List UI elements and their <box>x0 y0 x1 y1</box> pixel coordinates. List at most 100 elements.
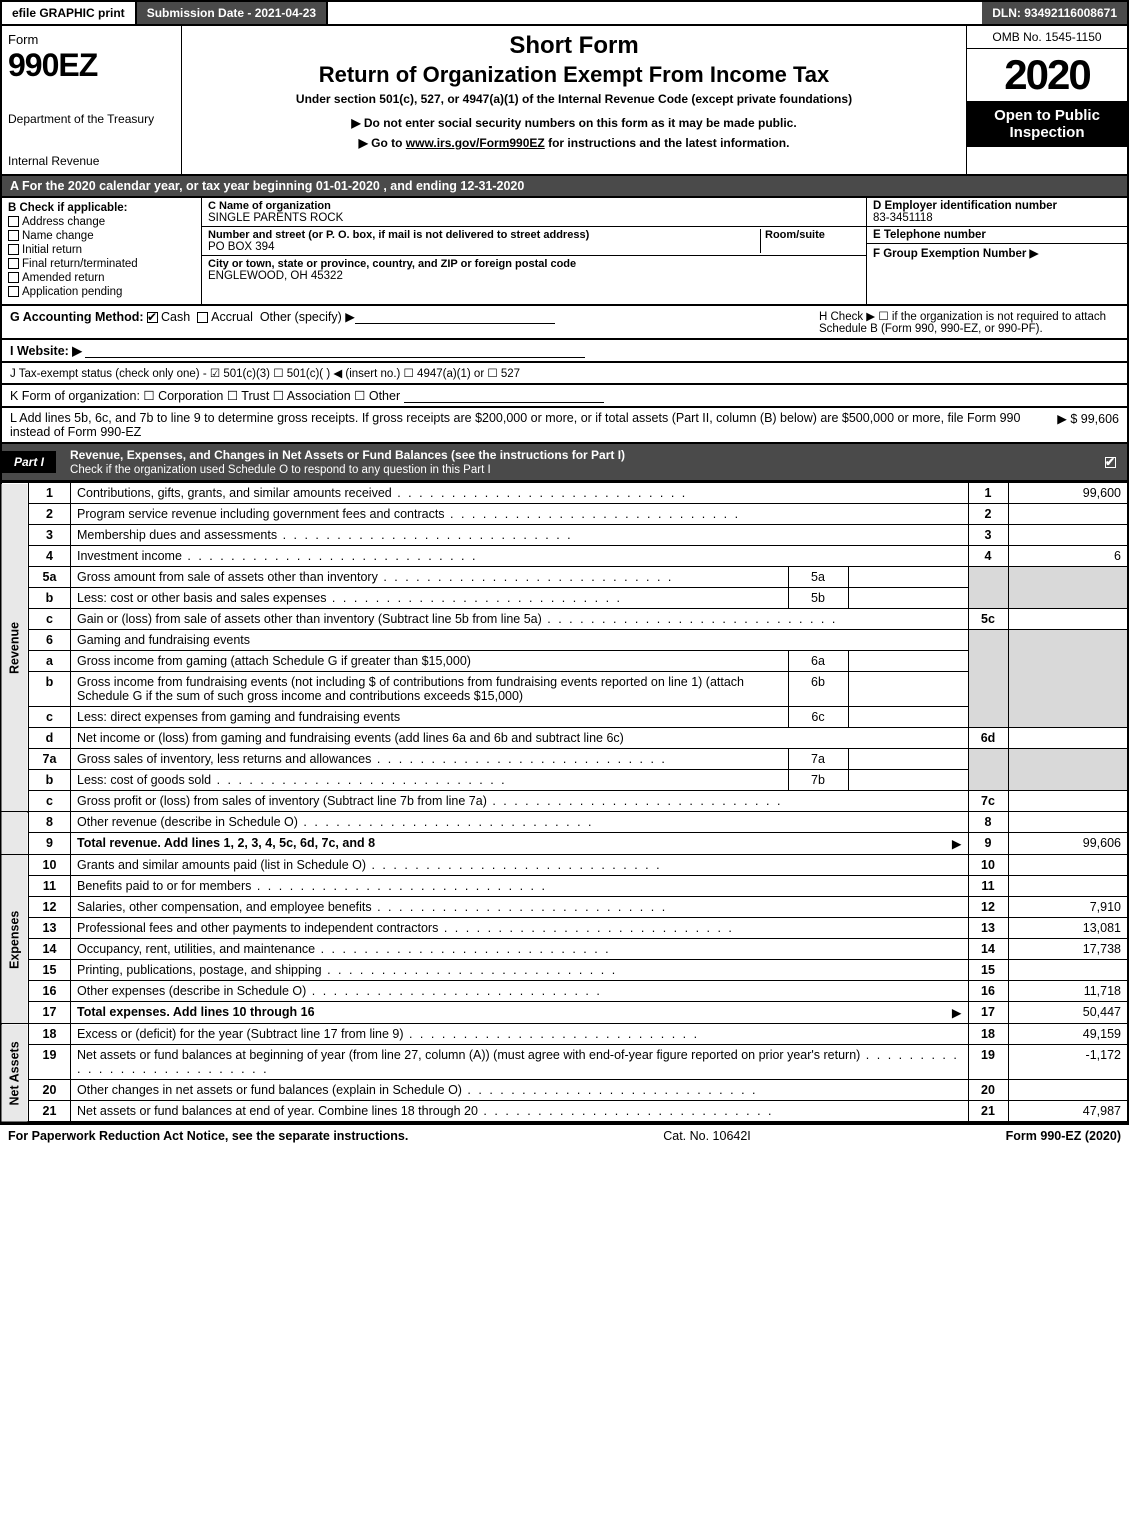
l13-amt: 13,081 <box>1008 918 1128 939</box>
line-k-other-input[interactable] <box>404 389 604 403</box>
l5-greybox <box>968 567 1008 609</box>
footer-right: Form 990-EZ (2020) <box>1006 1129 1121 1143</box>
l19-num: 19 <box>29 1045 71 1080</box>
chk-accrual[interactable] <box>197 312 208 323</box>
l5-greyamt <box>1008 567 1128 609</box>
chk-cash[interactable] <box>147 312 158 323</box>
l13-text: Professional fees and other payments to … <box>71 918 969 939</box>
vlabel-rev2 <box>1 812 29 855</box>
l14-text: Occupancy, rent, utilities, and maintena… <box>71 939 969 960</box>
efile-print-button[interactable]: efile GRAPHIC print <box>2 2 137 24</box>
l16-num: 16 <box>29 981 71 1002</box>
l8-box: 8 <box>968 812 1008 833</box>
irs-link[interactable]: www.irs.gov/Form990EZ <box>406 136 545 150</box>
info-grid: B Check if applicable: Address change Na… <box>0 198 1129 306</box>
part1-header: Part I Revenue, Expenses, and Changes in… <box>0 444 1129 482</box>
l5a-text: Gross amount from sale of assets other t… <box>71 567 789 588</box>
form-number: 990EZ <box>8 47 175 84</box>
chk-address-change[interactable]: Address change <box>8 216 195 228</box>
l12-amt: 7,910 <box>1008 897 1128 918</box>
footer-mid: Cat. No. 10642I <box>663 1129 751 1143</box>
l7-greybox <box>968 749 1008 791</box>
part1-checkbox[interactable] <box>1105 455 1127 469</box>
l7a-text: Gross sales of inventory, less returns a… <box>71 749 789 770</box>
org-name-value: SINGLE PARENTS ROCK <box>208 212 860 224</box>
line-h: H Check ▶ ☐ if the organization is not r… <box>819 309 1119 335</box>
l18-text: Excess or (deficit) for the year (Subtra… <box>71 1024 969 1045</box>
l12-box: 12 <box>968 897 1008 918</box>
chk-amended-return[interactable]: Amended return <box>8 272 195 284</box>
header-note-link: ▶ Go to www.irs.gov/Form990EZ for instru… <box>192 136 956 150</box>
addr-value: PO BOX 394 <box>208 241 760 253</box>
l11-text: Benefits paid to or for members <box>71 876 969 897</box>
l7c-amt <box>1008 791 1128 812</box>
chk-final-return[interactable]: Final return/terminated <box>8 258 195 270</box>
l20-num: 20 <box>29 1080 71 1101</box>
line-g-other-input[interactable] <box>355 310 555 324</box>
l3-num: 3 <box>29 525 71 546</box>
submission-date-button[interactable]: Submission Date - 2021-04-23 <box>137 2 328 24</box>
l19-amt: -1,172 <box>1008 1045 1128 1080</box>
l8-amt <box>1008 812 1128 833</box>
l9-num: 9 <box>29 833 71 855</box>
l4-box: 4 <box>968 546 1008 567</box>
ein-value: 83-3451118 <box>873 212 1121 224</box>
l20-text: Other changes in net assets or fund bala… <box>71 1080 969 1101</box>
l6-text: Gaming and fundraising events <box>71 630 969 651</box>
line-g-label: G Accounting Method: <box>10 310 144 324</box>
l5c-num: c <box>29 609 71 630</box>
l6-greyamt <box>1008 630 1128 728</box>
chk-name-change[interactable]: Name change <box>8 230 195 242</box>
l15-box: 15 <box>968 960 1008 981</box>
l12-num: 12 <box>29 897 71 918</box>
line-a-tax-year: A For the 2020 calendar year, or tax yea… <box>0 176 1129 198</box>
l7a-sub: 7a <box>788 749 848 770</box>
tax-year: 2020 <box>967 49 1127 101</box>
room-suite-label: Room/suite <box>760 229 860 253</box>
line-l: L Add lines 5b, 6c, and 7b to line 9 to … <box>0 408 1129 444</box>
line-g-other: Other (specify) ▶ <box>260 310 355 324</box>
chk-initial-return[interactable]: Initial return <box>8 244 195 256</box>
l14-box: 14 <box>968 939 1008 960</box>
l6d-text: Net income or (loss) from gaming and fun… <box>71 728 969 749</box>
topbar: efile GRAPHIC print Submission Date - 20… <box>0 0 1129 26</box>
form-header: Form 990EZ Department of the Treasury In… <box>0 26 1129 176</box>
l20-amt <box>1008 1080 1128 1101</box>
l7b-sub: 7b <box>788 770 848 791</box>
page-footer: For Paperwork Reduction Act Notice, see … <box>0 1123 1129 1147</box>
l18-box: 18 <box>968 1024 1008 1045</box>
l5a-num: 5a <box>29 567 71 588</box>
dept-treasury: Department of the Treasury <box>8 112 175 126</box>
l10-text: Grants and similar amounts paid (list in… <box>71 855 969 876</box>
l5a-subamt <box>848 567 968 588</box>
l17-num: 17 <box>29 1002 71 1024</box>
form-word: Form <box>8 32 175 47</box>
l5c-box: 5c <box>968 609 1008 630</box>
part1-tab: Part I <box>2 451 56 473</box>
l3-text: Membership dues and assessments <box>71 525 969 546</box>
l7b-num: b <box>29 770 71 791</box>
l15-amt <box>1008 960 1128 981</box>
l7c-num: c <box>29 791 71 812</box>
telephone-label: E Telephone number <box>873 229 1121 241</box>
website-input[interactable] <box>85 344 585 358</box>
l17-amt: 50,447 <box>1008 1002 1128 1024</box>
l6d-num: d <box>29 728 71 749</box>
dept-irs: Internal Revenue <box>8 154 175 168</box>
part1-sub: Check if the organization used Schedule … <box>70 464 491 476</box>
title-short-form: Short Form <box>192 32 956 60</box>
section-d: D Employer identification number 83-3451… <box>867 198 1127 304</box>
part1-title: Revenue, Expenses, and Changes in Net As… <box>66 444 1105 480</box>
line-g: G Accounting Method: Cash Accrual Other … <box>10 309 555 324</box>
title-return: Return of Organization Exempt From Incom… <box>192 62 956 88</box>
l13-box: 13 <box>968 918 1008 939</box>
ein-label: D Employer identification number <box>873 200 1121 212</box>
l6a-subamt <box>848 651 968 672</box>
header-note-ssn: ▶ Do not enter social security numbers o… <box>192 116 956 130</box>
vlabel-revenue: Revenue <box>1 483 29 812</box>
l7a-num: 7a <box>29 749 71 770</box>
l10-box: 10 <box>968 855 1008 876</box>
chk-application-pending[interactable]: Application pending <box>8 286 195 298</box>
header-left: Form 990EZ Department of the Treasury In… <box>2 26 182 174</box>
addr-label: Number and street (or P. O. box, if mail… <box>208 229 589 241</box>
